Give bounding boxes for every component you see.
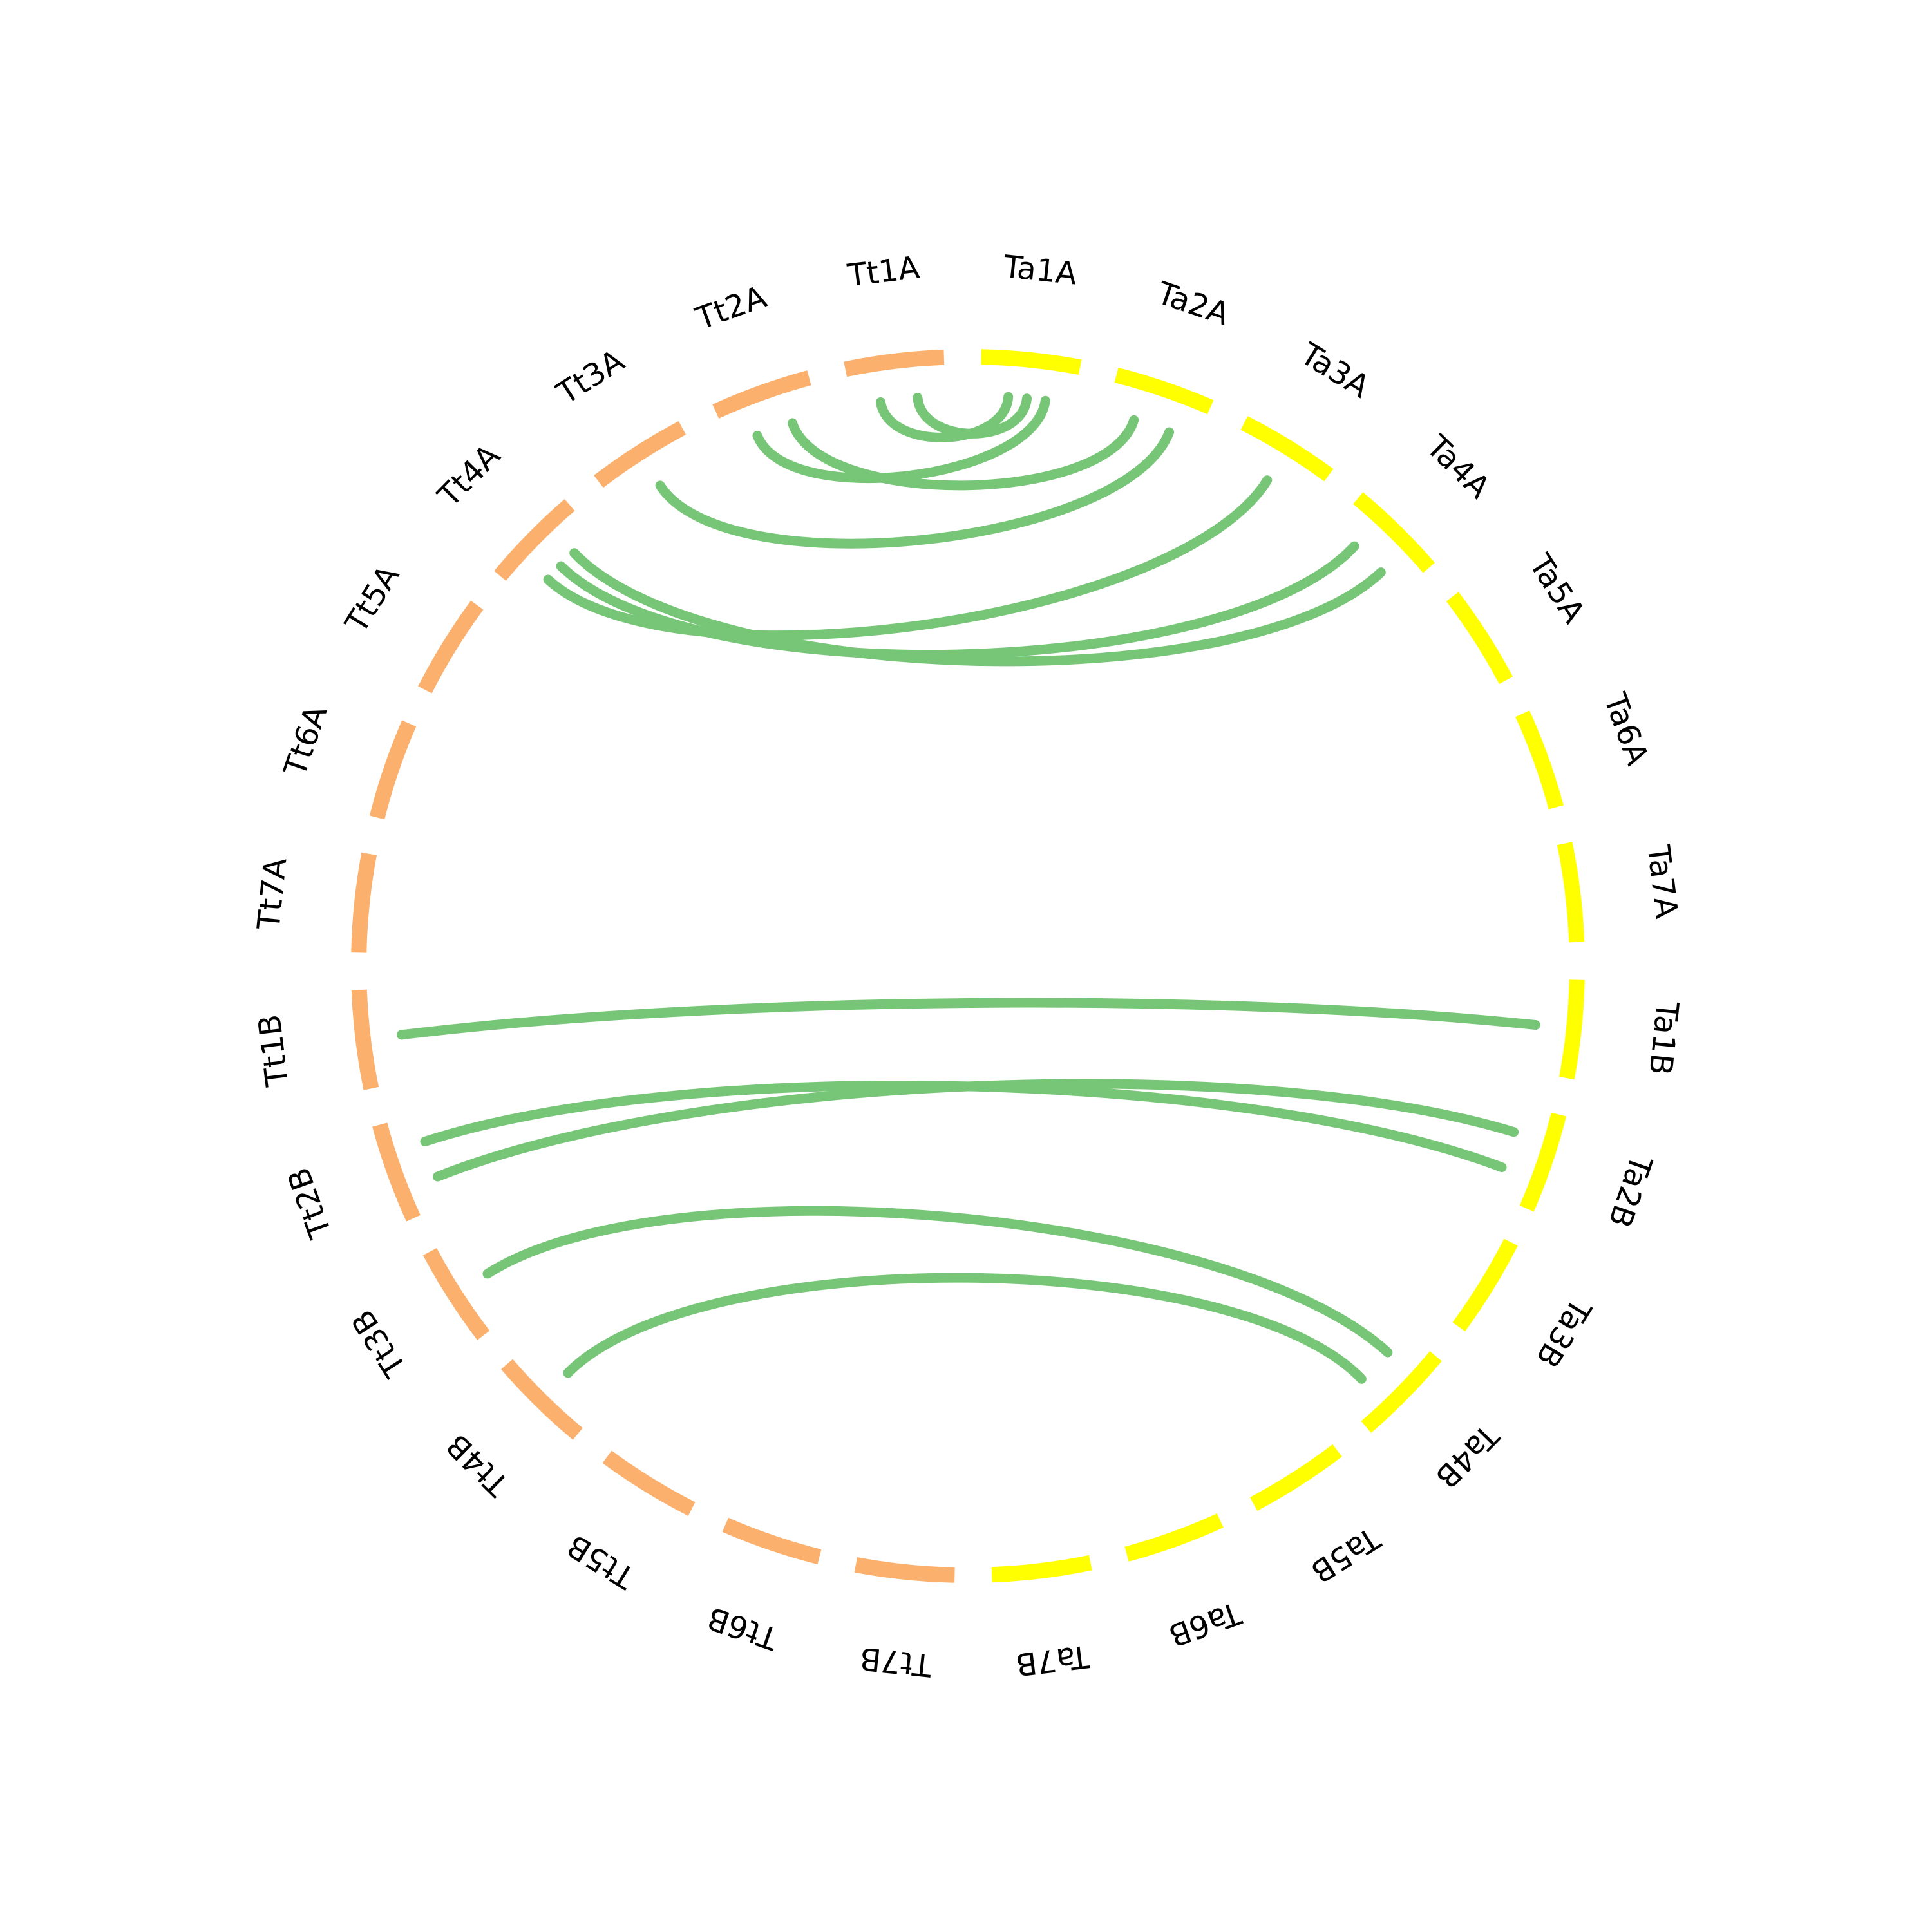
chromosome-segment-tt3b [422, 1247, 490, 1340]
chromosome-label-ta1b: Ta1B [1642, 999, 1685, 1076]
chromosome-segment-ta1b [1559, 979, 1585, 1080]
chromosome-label-tt4a: Tt4A [431, 437, 507, 515]
chromosome-segment-ta5a [1446, 592, 1513, 685]
chromosome-label-ta5b: Ta5B [1305, 1520, 1387, 1590]
chromosome-segment-ta2b [1519, 1112, 1567, 1212]
chromosome-label-tt3a: Tt3A [550, 343, 630, 412]
chromosome-label-ta7a: Ta7A [1640, 842, 1685, 920]
synteny-link-tt4a-ta3a [543, 475, 1273, 641]
chromosome-segment-ta5b [1249, 1444, 1342, 1511]
chromosome-label-ta2a: Ta2A [1152, 275, 1234, 333]
chromosome-segment-tt1a [844, 349, 945, 377]
chromosome-segment-ta2a [1114, 367, 1214, 415]
chromosome-label-ta4a: Ta4A [1419, 428, 1497, 506]
synteny-link-tt2a-ta2a [787, 415, 1139, 491]
chromosome-segment-tt1b [351, 989, 379, 1090]
chromosome-label-ta2b: Ta2B [1601, 1150, 1659, 1232]
chromosome-label-ta5a: Ta5A [1522, 547, 1592, 629]
synteny-link-tt3b-ta4b [482, 1206, 1393, 1358]
chromosome-segment-tt4a [494, 499, 575, 581]
chromosome-label-tt3b: Tt3B [345, 1303, 414, 1384]
chromosome-segment-ta4b [1361, 1351, 1442, 1433]
synteny-link-tt1a-ta1a [875, 392, 1014, 442]
chromosome-label-ta3b: Ta3B [1529, 1292, 1598, 1374]
chromosome-segment-tt2a [712, 370, 811, 419]
synteny-link-tt1b-ta1b [396, 998, 1540, 1040]
chromosome-segment-tt4b [501, 1359, 583, 1440]
chromosome-segment-tt5b [602, 1450, 696, 1516]
chromosome-label-ta7b: Ta7B [1014, 1638, 1092, 1682]
chromosome-segment-ta1a [981, 349, 1082, 375]
synteny-link-tt2a-ta1a [752, 395, 1050, 484]
chromosome-segment-ta3b [1452, 1238, 1518, 1332]
chromosome-segment-tt5a [418, 600, 484, 694]
chromosome-label-tt7b: Tt7B [858, 1640, 934, 1683]
chromosome-label-tt4b: Tt4B [439, 1427, 516, 1504]
chromosome-segment-ta7b [991, 1555, 1092, 1583]
chromosome-segment-tt3a [594, 421, 687, 488]
chromosome-label-tt1a: Tt1A [845, 249, 922, 294]
chromosome-segment-ta6a [1515, 710, 1564, 810]
chromosome-ring [351, 349, 1585, 1583]
chromosome-label-tt6b: Tt6B [703, 1600, 783, 1657]
chromosome-label-tt2b: Tt2B [281, 1163, 339, 1244]
chromosome-label-tt5b: Tt5B [561, 1527, 641, 1596]
chromosome-label-tt7a: Tt7A [251, 856, 294, 932]
chromosome-segment-ta7a [1557, 842, 1585, 943]
chromosome-segment-ta6b [1124, 1513, 1224, 1562]
chromosome-label-ta6a: Ta6A [1596, 688, 1656, 770]
chromosome-segment-tt7b [854, 1557, 955, 1583]
chromosome-segment-ta4a [1353, 492, 1435, 573]
chromosome-label-tt5a: Tt5A [338, 559, 407, 639]
chromosome-label-tt1b: Tt1B [251, 1012, 296, 1089]
synteny-link-tt4b-ta4b [563, 1273, 1367, 1384]
chromosome-label-tt6a: Tt6A [277, 701, 334, 781]
synteny-link-tt3a-ta2a [655, 427, 1175, 549]
chromosome-label-ta1a: Ta1A [1001, 249, 1079, 292]
chromosome-segment-tt2b [372, 1122, 421, 1222]
chromosome-label-ta3a: Ta3A [1294, 336, 1376, 405]
synteny-link-tt4a-ta4a [556, 541, 1359, 660]
chromosome-segment-tt6b [722, 1517, 822, 1565]
chromosome-segment-ta3a [1240, 416, 1334, 482]
synteny-link-tt4a-ta4a [569, 548, 1386, 667]
chromosome-label-tt2a: Tt2A [691, 279, 772, 337]
synteny-links [396, 392, 1540, 1384]
synteny-link-tt2b-ta2b [420, 1081, 1507, 1173]
chromosome-segment-tt7a [351, 852, 377, 953]
chromosome-label-ta6b: Ta6B [1164, 1595, 1245, 1654]
chromosome-label-ta4b: Ta4B [1428, 1417, 1506, 1495]
synteny-link-tt1a-ta1a [913, 392, 1032, 439]
chromosome-segment-tt6a [369, 720, 417, 820]
